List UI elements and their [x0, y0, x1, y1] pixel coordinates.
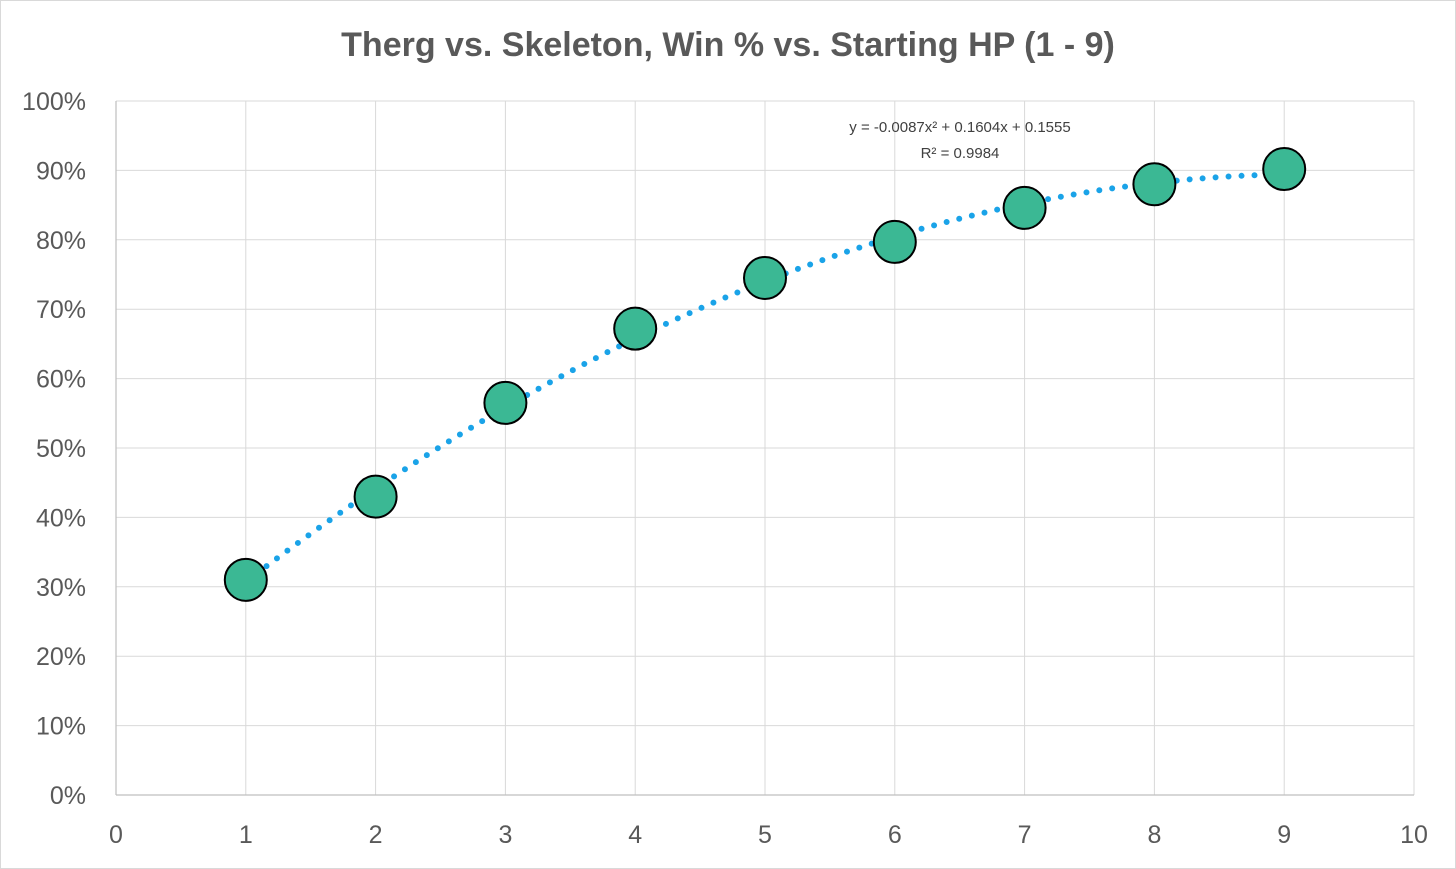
y-tick-label: 0%: [50, 782, 86, 810]
data-points: [223, 147, 1307, 602]
data-point: [353, 474, 398, 519]
data-point: [1132, 162, 1177, 207]
y-tick-label: 40%: [36, 504, 86, 532]
data-point: [1002, 185, 1047, 230]
x-tick-label: 5: [758, 821, 772, 849]
x-tick-label: 9: [1277, 821, 1291, 849]
x-tick-label: 0: [109, 821, 123, 849]
y-tick-label: 90%: [36, 157, 86, 185]
x-tick-label: 2: [369, 821, 383, 849]
chart-title: Therg vs. Skeleton, Win % vs. Starting H…: [341, 26, 1115, 64]
x-tick-labels: 0 1 2 3 4 5 6 7 8 9 10: [109, 821, 1428, 849]
data-point: [223, 557, 268, 602]
y-tick-label: 60%: [36, 366, 86, 394]
data-point: [483, 380, 528, 425]
data-point: [613, 306, 658, 351]
y-tick-label: 100%: [22, 88, 86, 116]
gridlines: [116, 100, 1415, 795]
y-tick-label: 70%: [36, 296, 86, 324]
y-tick-label: 20%: [36, 643, 86, 671]
trendline-equation: y = -0.0087x² + 0.1604x + 0.1555: [849, 119, 1070, 136]
y-tick-label: 10%: [36, 713, 86, 741]
x-tick-label: 1: [239, 821, 253, 849]
trendline: [242, 171, 1288, 585]
trendline-r2: R² = 0.9984: [921, 145, 1000, 162]
data-point: [872, 219, 917, 264]
x-tick-label: 3: [498, 821, 512, 849]
y-tick-label: 80%: [36, 227, 86, 255]
y-tick-label: 50%: [36, 435, 86, 463]
x-tick-label: 6: [888, 821, 902, 849]
y-tick-labels: 0% 10% 20% 30% 40% 50% 60% 70% 80% 90% 100%: [22, 88, 86, 810]
x-tick-label: 4: [628, 821, 642, 849]
x-tick-label: 8: [1147, 821, 1161, 849]
axes: [115, 101, 1414, 796]
data-point: [1262, 147, 1307, 192]
y-tick-label: 30%: [36, 574, 86, 602]
x-tick-label: 10: [1400, 821, 1428, 849]
data-point: [743, 255, 787, 300]
trendline-group: [242, 171, 1288, 585]
x-tick-label: 7: [1018, 821, 1032, 849]
